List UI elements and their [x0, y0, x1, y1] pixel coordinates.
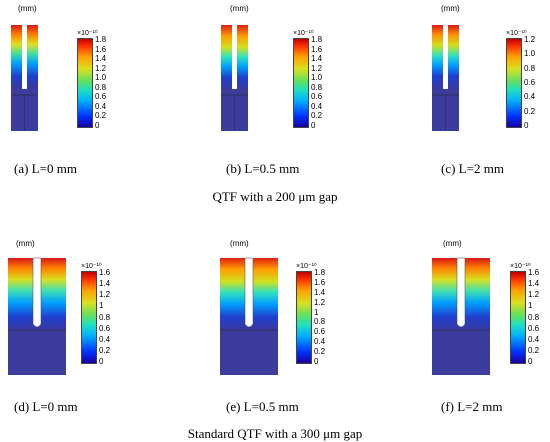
unit-label: (mm): [230, 239, 249, 248]
colorbar-tick-label: 0.6: [95, 92, 107, 101]
colorbar-tick-label: 0.4: [528, 335, 540, 344]
colorbar-tick-label: 0.4: [524, 92, 536, 101]
colorbar-tick-label: 1.4: [311, 54, 323, 63]
colorbar-tick-label: 1.4: [528, 279, 540, 288]
row-caption-1: QTF with a 200 μm gap: [212, 189, 338, 204]
colorbar-tick-label: 1.6: [311, 45, 323, 54]
caption: (a) L=0 mm: [14, 161, 77, 176]
colorbar-tick-label: 0.2: [524, 107, 536, 116]
caption: (e) L=0.5 mm: [226, 399, 299, 414]
colorbar-tick-label: 0.8: [524, 64, 536, 73]
unit-label: (mm): [441, 4, 460, 13]
row-caption-2: Standard QTF with a 300 μm gap: [187, 426, 363, 441]
colorbar-tick-label: 0: [99, 357, 104, 366]
colorbar-tick-label: 0.2: [99, 346, 111, 355]
colorbar-tick-label: 1.2: [95, 64, 107, 73]
scale-label: ×10⁻¹⁰: [510, 263, 531, 270]
colorbar-tick-label: 0.2: [311, 111, 323, 120]
colorbar-tick-label: 0.8: [528, 313, 540, 322]
colorbar-tick-label: 1.8: [95, 35, 107, 44]
colorbar-tick-label: 1.2: [528, 290, 540, 299]
colorbar: [510, 271, 526, 364]
colorbar-tick-label: 0.4: [314, 337, 326, 346]
scale-label: ×10⁻¹⁰: [81, 263, 102, 270]
colorbar-tick-label: 0.6: [524, 78, 536, 87]
colorbar-tick-label: 0.8: [95, 83, 107, 92]
colorbar-tick-label: 0.4: [99, 335, 111, 344]
colorbar-tick-label: 0.8: [99, 313, 111, 322]
colorbar-tick-label: 1.4: [99, 279, 111, 288]
qtf-simulation-f: [432, 257, 490, 375]
colorbar-tick-label: 1.4: [95, 54, 107, 63]
caption: (f) L=2 mm: [441, 399, 503, 414]
scale-label: ×10⁻¹⁰: [293, 30, 314, 37]
qtf-simulation-e: [220, 257, 278, 375]
colorbar-tick-label: 0.4: [311, 102, 323, 111]
colorbar: [81, 271, 97, 364]
colorbar: [296, 271, 312, 364]
colorbar-tick-label: 0.2: [528, 346, 540, 355]
caption: (d) L=0 mm: [14, 399, 78, 414]
colorbar-tick-label: 0.8: [311, 83, 323, 92]
colorbar-tick-label: 0: [311, 121, 316, 130]
scale-label: ×10⁻¹⁰: [506, 30, 527, 37]
colorbar: [77, 38, 93, 128]
colorbar-tick-label: 1.0: [311, 73, 323, 82]
colorbar-tick-label: 1.6: [314, 278, 326, 287]
colorbar-tick-label: 1.8: [311, 35, 323, 44]
colorbar-tick-label: 1.6: [528, 268, 540, 277]
scale-label: ×10⁻¹⁰: [296, 263, 317, 270]
colorbar-tick-label: 0: [524, 121, 529, 130]
colorbar-tick-label: 0: [95, 121, 100, 130]
colorbar-tick-label: 0.2: [314, 347, 326, 356]
colorbar-tick-label: 1: [314, 308, 319, 317]
colorbar-tick-label: 0.6: [314, 327, 326, 336]
qtf-simulation-b: [221, 25, 248, 131]
caption: (c) L=2 mm: [441, 161, 504, 176]
colorbar-tick-label: 1.8: [314, 268, 326, 277]
scale-label: ×10⁻¹⁰: [77, 30, 98, 37]
colorbar-tick-label: 0.4: [95, 102, 107, 111]
qtf-simulation-d: [8, 257, 66, 375]
caption: (b) L=0.5 mm: [226, 161, 300, 176]
qtf-simulation-c: [432, 25, 459, 131]
colorbar-tick-label: 1.6: [99, 268, 111, 277]
colorbar-tick-label: 1.2: [99, 290, 111, 299]
colorbar-tick-label: 1.2: [311, 64, 323, 73]
unit-label: (mm): [18, 4, 37, 13]
colorbar-tick-label: 1: [99, 301, 104, 310]
colorbar-tick-label: 1.0: [524, 49, 536, 58]
colorbar-tick-label: 1.0: [95, 73, 107, 82]
qtf-simulation-a: [11, 25, 38, 131]
colorbar-tick-label: 0.6: [99, 324, 111, 333]
colorbar-tick-label: 1.4: [314, 288, 326, 297]
colorbar-tick-label: 0: [528, 357, 533, 366]
unit-label: (mm): [443, 239, 462, 248]
colorbar-tick-label: 1: [528, 301, 533, 310]
colorbar-tick-label: 1.6: [95, 45, 107, 54]
unit-label: (mm): [16, 239, 35, 248]
colorbar: [506, 38, 522, 128]
colorbar-tick-label: 0.2: [95, 111, 107, 120]
colorbar-tick-label: 1.2: [314, 298, 326, 307]
unit-label: (mm): [230, 4, 249, 13]
colorbar-tick-label: 0.8: [314, 317, 326, 326]
colorbar-tick-label: 0: [314, 357, 319, 366]
colorbar-tick-label: 0.6: [311, 92, 323, 101]
colorbar-tick-label: 0.6: [528, 324, 540, 333]
colorbar-tick-label: 1.2: [524, 35, 536, 44]
colorbar: [293, 38, 309, 128]
